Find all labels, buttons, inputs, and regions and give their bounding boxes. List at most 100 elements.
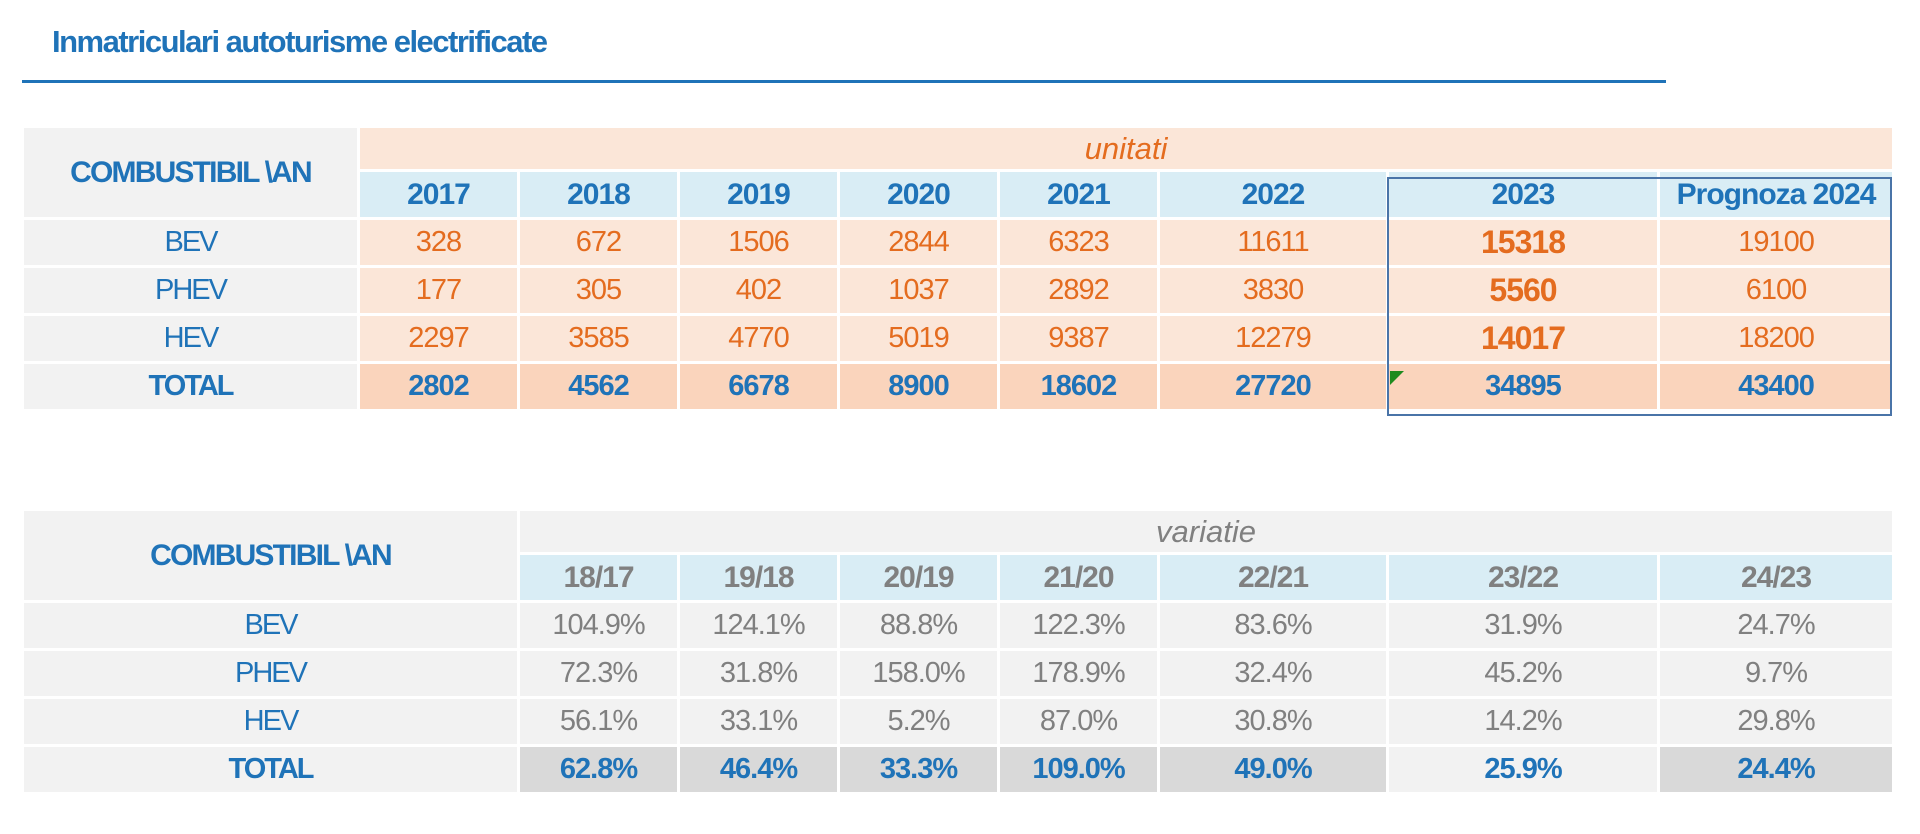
table-row-total: TOTAL 62.8% 46.4% 33.3% 109.0% 49.0% 25.… [24,747,1893,795]
total-cell: 34895 [1389,364,1657,412]
data-cell: 12279 [1160,316,1386,364]
data-cell: 5019 [840,316,997,364]
data-cell: 31.9% [1389,603,1657,651]
table-row: PHEV 177 305 402 1037 2892 3830 5560 610… [24,268,1893,316]
column-header: 2018 [520,172,677,220]
row-label: HEV [24,699,517,747]
total-cell: 25.9% [1389,747,1657,795]
group-header-variation: variatie [520,511,1893,555]
data-cell: 29.8% [1660,699,1893,747]
data-cell: 83.6% [1160,603,1386,651]
column-header: 2019 [680,172,837,220]
table-row: HEV 56.1% 33.1% 5.2% 87.0% 30.8% 14.2% 2… [24,699,1893,747]
data-cell: 6100 [1660,268,1893,316]
data-cell: 3830 [1160,268,1386,316]
table-row: BEV 328 672 1506 2844 6323 11611 15318 1… [24,220,1893,268]
data-cell: 14.2% [1389,699,1657,747]
data-cell: 4770 [680,316,837,364]
column-header: 18/17 [520,555,677,603]
data-cell: 88.8% [840,603,997,651]
data-cell: 158.0% [840,651,997,699]
units-table: COMBUSTIBIL \AN unitati 2017 2018 2019 2… [21,128,1895,412]
column-header: 2017 [360,172,517,220]
total-cell: 62.8% [520,747,677,795]
data-cell: 32.4% [1160,651,1386,699]
data-cell: 177 [360,268,517,316]
data-cell: 87.0% [1000,699,1157,747]
total-cell: 49.0% [1160,747,1386,795]
data-cell: 328 [360,220,517,268]
table-row: HEV 2297 3585 4770 5019 9387 12279 14017… [24,316,1893,364]
data-cell: 305 [520,268,677,316]
total-cell: 46.4% [680,747,837,795]
column-header: Prognoza 2024 [1660,172,1893,220]
data-cell: 124.1% [680,603,837,651]
total-cell: 18602 [1000,364,1157,412]
data-cell: 45.2% [1389,651,1657,699]
group-header-units: unitati [360,128,1893,172]
cell-comment-marker [1390,371,1404,385]
column-header: 23/22 [1389,555,1657,603]
row-label: BEV [24,220,357,268]
data-cell: 33.1% [680,699,837,747]
row-label: PHEV [24,651,517,699]
total-cell: 8900 [840,364,997,412]
data-cell: 5.2% [840,699,997,747]
data-cell: 104.9% [520,603,677,651]
corner-label: COMBUSTIBIL \AN [24,128,357,220]
data-cell: 11611 [1160,220,1386,268]
data-cell: 1037 [840,268,997,316]
row-label: TOTAL [24,364,357,412]
column-header: 20/19 [840,555,997,603]
data-cell: 5560 [1389,268,1657,316]
data-cell: 122.3% [1000,603,1157,651]
data-cell: 56.1% [520,699,677,747]
total-cell: 4562 [520,364,677,412]
column-header: 2023 [1389,172,1657,220]
row-label: TOTAL [24,747,517,795]
data-cell: 402 [680,268,837,316]
data-cell: 9387 [1000,316,1157,364]
column-header: 2021 [1000,172,1157,220]
data-cell: 72.3% [520,651,677,699]
data-cell: 18200 [1660,316,1893,364]
column-header: 2022 [1160,172,1386,220]
row-label: HEV [24,316,357,364]
total-cell: 24.4% [1660,747,1893,795]
table-row: BEV 104.9% 124.1% 88.8% 122.3% 83.6% 31.… [24,603,1893,651]
table-row: PHEV 72.3% 31.8% 158.0% 178.9% 32.4% 45.… [24,651,1893,699]
data-cell: 24.7% [1660,603,1893,651]
corner-label: COMBUSTIBIL \AN [24,511,517,603]
data-cell: 3585 [520,316,677,364]
row-label: PHEV [24,268,357,316]
data-cell: 14017 [1389,316,1657,364]
column-header: 24/23 [1660,555,1893,603]
column-header: 19/18 [680,555,837,603]
total-cell: 109.0% [1000,747,1157,795]
title-underline [22,80,1666,83]
data-cell: 2844 [840,220,997,268]
data-cell: 9.7% [1660,651,1893,699]
data-cell: 31.8% [680,651,837,699]
data-cell: 15318 [1389,220,1657,268]
total-cell: 43400 [1660,364,1893,412]
total-cell: 2802 [360,364,517,412]
data-cell: 2297 [360,316,517,364]
column-header: 22/21 [1160,555,1386,603]
variation-table: COMBUSTIBIL \AN variatie 18/17 19/18 20/… [21,511,1895,795]
data-cell: 178.9% [1000,651,1157,699]
data-cell: 6323 [1000,220,1157,268]
total-cell: 27720 [1160,364,1386,412]
data-cell: 30.8% [1160,699,1386,747]
row-label: BEV [24,603,517,651]
data-cell: 672 [520,220,677,268]
data-cell: 19100 [1660,220,1893,268]
page-title: Inmatriculari autoturisme electrificate [52,24,548,59]
data-cell: 2892 [1000,268,1157,316]
total-cell: 33.3% [840,747,997,795]
data-cell: 1506 [680,220,837,268]
column-header: 21/20 [1000,555,1157,603]
table-row-total: TOTAL 2802 4562 6678 8900 18602 27720 34… [24,364,1893,412]
column-header: 2020 [840,172,997,220]
total-cell: 6678 [680,364,837,412]
